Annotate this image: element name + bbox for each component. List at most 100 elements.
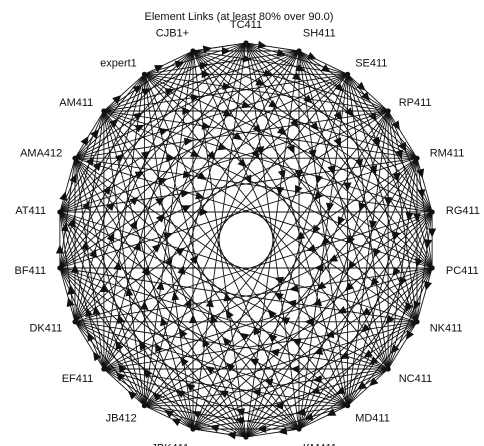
arrowhead-SE411-MD411	[343, 182, 352, 192]
edge-EF411-BF411	[59, 267, 105, 370]
arrowhead-NC411-AMA412	[274, 292, 284, 301]
edge-DK411-BF411	[59, 267, 76, 322]
arrowhead-RG411-DK411	[306, 244, 317, 252]
edge-expert1-SH411	[144, 50, 300, 75]
edge-KG411-DK411	[74, 321, 247, 438]
edge-expert1-NC411	[144, 74, 389, 370]
edge-RM411-EF411	[103, 157, 418, 370]
arrowhead-PC411-JB412	[337, 306, 347, 314]
arrowhead-EF411-AT411	[85, 307, 93, 318]
edge-RG411-NC411	[387, 211, 433, 370]
edge-BF411-TC411	[59, 42, 247, 269]
edge-CJB1+-TC411	[192, 42, 247, 52]
arrowhead-JB412-BF411	[118, 363, 127, 374]
node-label-CJB1+: CJB1+	[156, 28, 189, 40]
node-label-MD411: MD411	[355, 413, 390, 425]
edge-SE411-RG411	[347, 74, 433, 213]
edge-MD411-DK411	[74, 321, 348, 407]
arrowhead-NK411-BF411	[286, 299, 297, 308]
arrowhead-BF411-AMA412	[61, 222, 69, 232]
edge-EF411-TC411	[103, 42, 247, 370]
node-label-SH411: SH411	[303, 28, 336, 40]
node-TC411	[243, 40, 249, 46]
edge-SH411-RP411	[298, 50, 389, 112]
edge-JBK411-AMA412	[74, 158, 194, 430]
arrowhead-DK411-AM411	[80, 240, 89, 251]
edge-CJB1+-RM411	[192, 50, 418, 159]
edge-expert1-RM411	[144, 73, 418, 159]
arrowhead-KG411-JB412	[209, 424, 220, 433]
arrowhead-KG411-BF411	[186, 382, 196, 392]
edge-RG411-EF411	[103, 211, 433, 370]
edge-JBK411-DK411	[74, 321, 194, 430]
arrowhead-expert1-TC411	[174, 60, 185, 69]
node-RP411	[385, 108, 391, 114]
arrowhead-DK411-RP411	[175, 247, 186, 256]
edge-RM411-RG411	[416, 158, 433, 213]
arrowhead-AT411-CJB1+	[92, 161, 102, 171]
arrowhead-JBK411-EF411	[164, 409, 174, 418]
arrowhead-DK411-AMA412	[71, 263, 79, 273]
arrowhead-BF411-SE411	[155, 197, 165, 206]
arrowhead-MD411-JBK411	[296, 408, 306, 417]
arrowhead-NK411-NC411	[405, 330, 414, 340]
edge-expert1-TC411	[144, 42, 247, 75]
arrowhead-MD411-KG411	[303, 412, 314, 421]
arrowhead-JBK411-expert1	[171, 291, 180, 301]
arrowhead-SH411-KM411	[295, 170, 303, 180]
arrowhead-RM411-JB412	[321, 236, 331, 246]
arrowhead-KM411-EF411	[235, 408, 246, 416]
edge-expert1-NK411	[144, 73, 418, 323]
edge-TC411-SH411	[245, 42, 300, 52]
arrowhead-TC411-SE411	[276, 48, 287, 57]
arrowhead-PC411-NK411	[424, 280, 432, 291]
edge-KM411-EF411	[103, 368, 300, 430]
arrowhead-AMA412-expert1	[90, 129, 99, 139]
arrowhead-SE411-NK411	[369, 164, 378, 175]
arrowhead-KM411-KG411	[277, 426, 288, 435]
edge-RP411-RM411	[387, 110, 418, 159]
arrowhead-MD411-AM411	[267, 309, 277, 319]
node-KG411	[243, 434, 249, 440]
arrowhead-KG411-AT411	[179, 357, 189, 367]
edge-JB412-EF411	[103, 368, 145, 407]
edge-KM411-KG411	[245, 428, 300, 438]
edge-PC411-NC411	[387, 267, 433, 370]
node-label-AM411: AM411	[59, 97, 93, 109]
edge-SE411-NC411	[347, 74, 389, 370]
arrowhead-TC411-RG411	[303, 94, 313, 104]
node-expert1	[141, 71, 147, 77]
arrowhead-EF411-expert1	[113, 260, 122, 271]
arrowhead-RG411-MD411	[399, 276, 407, 287]
arrowhead-DK411-BF411	[66, 297, 75, 307]
edge-CJB1+-RP411	[192, 50, 389, 112]
edge-RP411-KM411	[298, 110, 389, 430]
arrowhead-expert1-PC411	[232, 132, 243, 141]
arrowhead-AMA412-RG411	[182, 170, 193, 179]
arrowhead-JB412-AT411	[115, 340, 124, 351]
edge-NK411-AT411	[59, 211, 418, 323]
edge-EF411-DK411	[74, 321, 105, 370]
edge-MD411-AT411	[59, 211, 348, 407]
arrowhead-expert1-NK411	[237, 158, 247, 168]
arrowhead-AT411-SH411	[141, 150, 151, 160]
arrowhead-KM411-DK411	[218, 390, 229, 399]
node-SE411	[345, 71, 351, 77]
node-MD411	[345, 403, 351, 409]
arrowhead-SH411-SE411	[306, 52, 317, 60]
arrowhead-BF411-TC411	[106, 201, 115, 211]
arrowhead-SE411-RM411	[361, 91, 370, 102]
edge-DK411-SE411	[74, 73, 348, 323]
edge-MD411-AMA412	[74, 157, 348, 407]
edge-TC411-PC411	[245, 42, 433, 269]
node-BF411	[57, 265, 63, 271]
arrowhead-EF411-BF411	[87, 331, 95, 342]
arrowhead-EF411-TC411	[141, 265, 149, 276]
edge-NC411-AMA412	[74, 157, 389, 370]
arrowhead-SH411-NC411	[327, 165, 336, 175]
arrowhead-RP411-KM411	[358, 202, 367, 212]
arrowhead-AT411-expert1	[85, 156, 94, 167]
arrowhead-NC411-JB412	[312, 375, 322, 383]
edge-RG411-JB412	[144, 211, 433, 407]
arrowhead-NK411-EF411	[324, 330, 335, 339]
